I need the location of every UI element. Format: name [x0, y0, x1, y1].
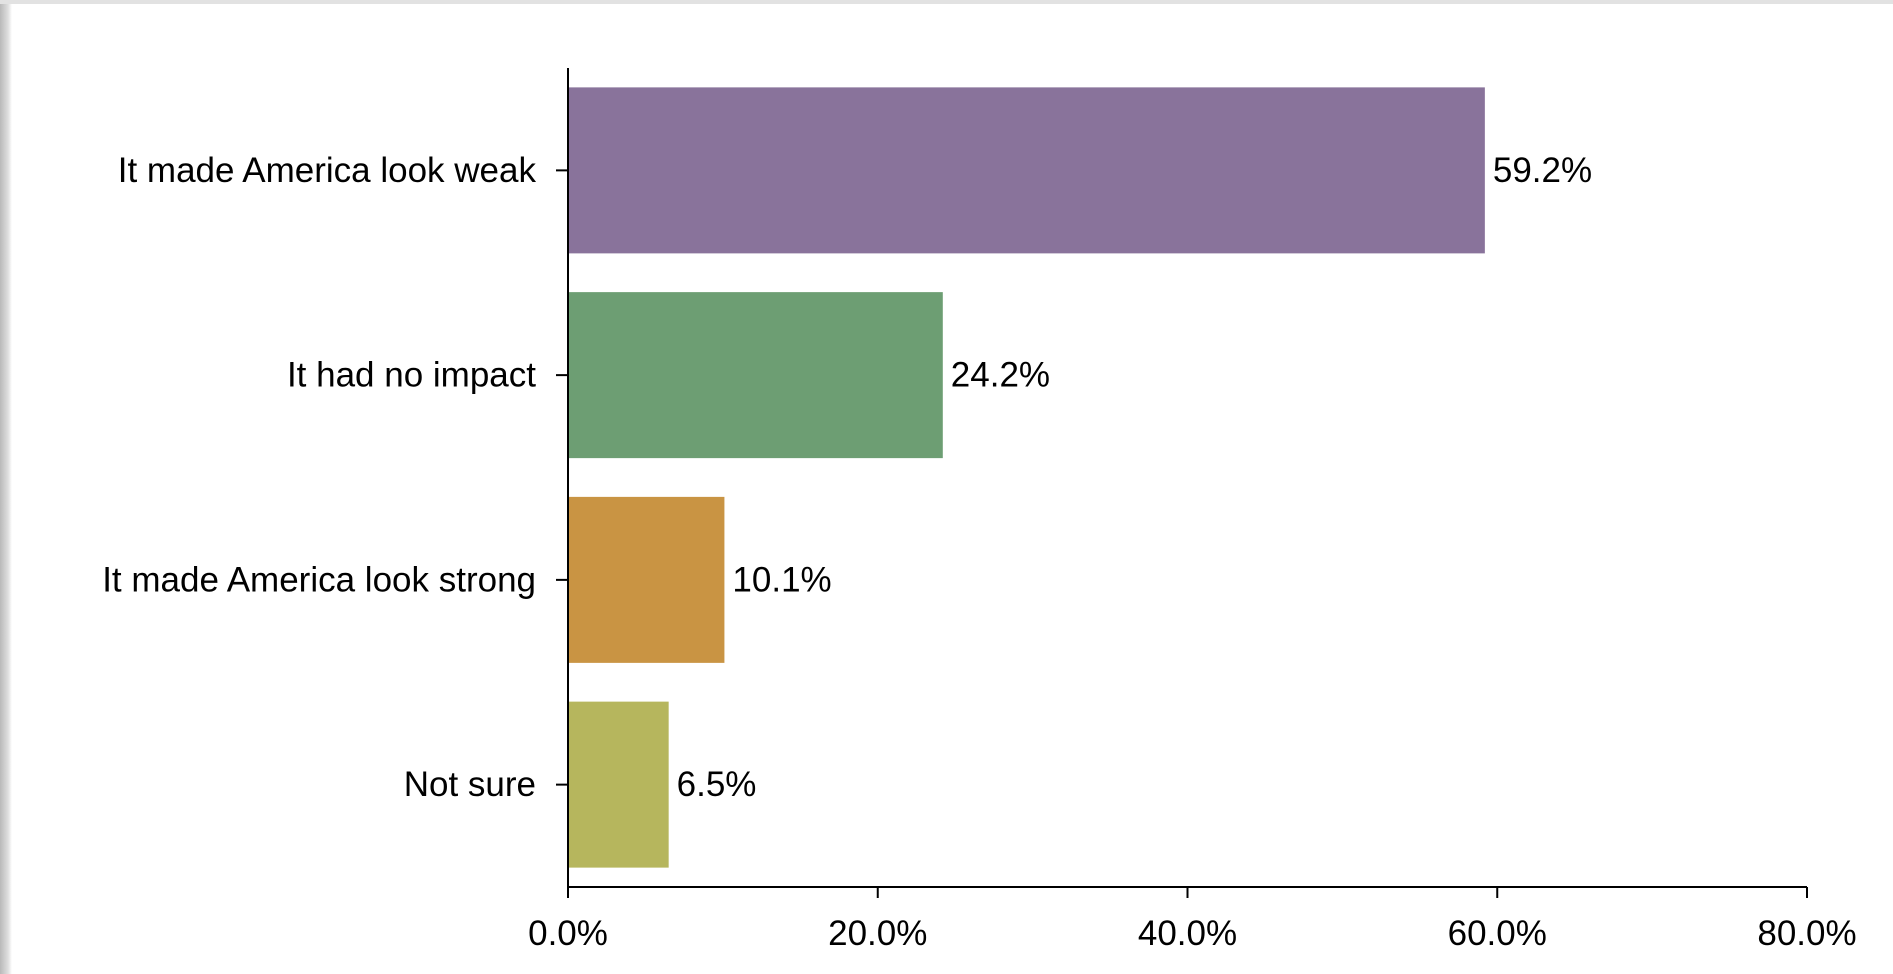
bars-group [568, 87, 1485, 868]
bar-2 [568, 292, 943, 459]
bar-value-label: 10.1% [732, 560, 831, 599]
x-tick-label: 40.0% [1138, 914, 1237, 953]
bar-1 [568, 87, 1485, 254]
bar-4 [568, 701, 669, 868]
x-axis-ticks-group: 0.0% 20.0% 40.0% 60.0% 80.0% [528, 887, 1857, 953]
bar-3 [568, 496, 725, 663]
x-tick-label: 0.0% [528, 914, 608, 953]
category-label: It made America look weak [118, 151, 537, 190]
x-tick-label: 60.0% [1448, 914, 1547, 953]
x-tick-label: 80.0% [1757, 914, 1856, 953]
category-label: It had no impact [287, 356, 536, 395]
bar-value-label: 24.2% [951, 356, 1050, 395]
window-top-edge [0, 0, 1893, 4]
category-label: Not sure [404, 765, 536, 804]
bar-value-label: 59.2% [1493, 151, 1592, 190]
x-tick-label: 20.0% [828, 914, 927, 953]
bar-value-label: 6.5% [677, 765, 757, 804]
y-axis-ticks-group: It made America look weak It had no impac… [102, 151, 568, 804]
value-labels-group: 59.2% 24.2% 10.1% 6.5% [677, 151, 1592, 804]
category-label: It made America look strong [102, 560, 536, 599]
